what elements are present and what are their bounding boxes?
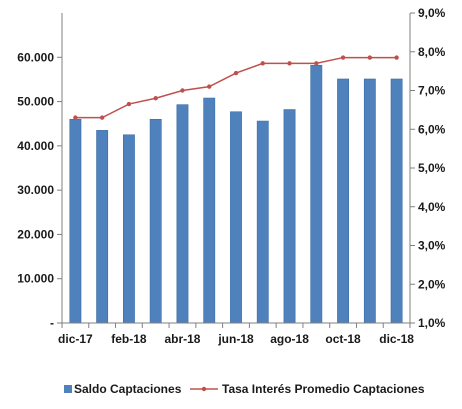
bar-nov-18	[363, 78, 376, 324]
line-point-jul-18	[260, 61, 265, 66]
legend-label-tasa-interes: Tasa Interés Promedio Captaciones	[222, 382, 425, 396]
x-axis-tick-label: oct-18	[325, 332, 361, 346]
right-axis-tick-label: 4,0%	[418, 200, 446, 214]
x-axis-tick-label: feb-18	[111, 332, 147, 346]
bar-may-18	[203, 97, 216, 324]
bar-mar-18	[149, 118, 162, 324]
x-axis-tick-label: dic-18	[379, 332, 414, 346]
line-point-nov-18	[367, 55, 373, 60]
bar-series-saldo-captaciones	[69, 64, 403, 324]
right-axis-tick-label: 9,0%	[418, 6, 446, 20]
line-point-may-18	[207, 84, 212, 89]
x-axis-tick-label: dic-17	[58, 332, 93, 346]
bar-dic-18	[390, 78, 403, 324]
line-point-oct-18	[340, 55, 346, 60]
right-axis-tick-label: 1,0%	[418, 316, 446, 330]
bar-ago-18	[283, 109, 296, 324]
left-axis-tick-label: 50.000	[17, 95, 54, 109]
right-axis-tick-label: 6,0%	[418, 122, 446, 136]
right-axis-tick-label: 5,0%	[418, 161, 446, 175]
line-point-dic-17	[73, 115, 78, 120]
bar-jun-18	[230, 111, 242, 324]
legend-label-saldo-captaciones: Saldo Captaciones	[74, 382, 182, 396]
bar-sep-18	[310, 64, 323, 324]
line-point-abr-18	[180, 88, 185, 93]
bar-abr-18	[176, 104, 189, 324]
bar-ene-18	[96, 130, 109, 324]
left-y-axis: - 10.000 20.000 30.000 40.000 50.000 60.000	[17, 13, 63, 330]
x-axis: dic-17 feb-18 abr-18 jun-18 ago-18 oct-18 dic-…	[58, 322, 414, 346]
line-point-mar-18	[153, 96, 158, 101]
line-point-ene-18	[99, 115, 105, 120]
line-series-tasa-interes	[73, 55, 399, 120]
line-point-dic-18	[394, 55, 399, 60]
legend-swatch-saldo-captaciones	[64, 385, 72, 393]
left-axis-tick-label: 40.000	[17, 139, 54, 153]
x-axis-tick-label: jun-18	[217, 332, 254, 346]
right-y-axis: 1,0% 2,0% 3,0% 4,0% 5,0% 6,0% 7,0% 8,0% 9,0%	[409, 6, 446, 330]
bar-jul-18	[256, 120, 269, 324]
x-axis-tick-label: ago-18	[270, 332, 309, 346]
legend: Saldo Captaciones Tasa Interés Promedio …	[64, 382, 425, 396]
right-axis-tick-label: 3,0%	[418, 239, 446, 253]
line-point-feb-18	[126, 101, 132, 107]
right-axis-tick-label: 8,0%	[418, 45, 446, 59]
line-point-ago-18	[287, 61, 292, 66]
right-axis-tick-label: 2,0%	[418, 277, 446, 291]
x-axis-tick-label: abr-18	[164, 332, 200, 346]
bar-dic-17	[69, 118, 82, 324]
legend-marker-tasa-interes	[201, 386, 207, 392]
left-axis-tick-label: -	[50, 316, 54, 330]
left-axis-tick-label: 10.000	[17, 272, 54, 286]
left-axis-tick-label: 60.000	[17, 50, 54, 64]
line-point-sep-18	[314, 61, 319, 66]
left-axis-tick-label: 20.000	[17, 227, 54, 241]
right-axis-tick-label: 7,0%	[418, 84, 446, 98]
bar-feb-18	[123, 134, 135, 324]
line-point-jun-18	[233, 70, 239, 76]
left-axis-tick-label: 30.000	[17, 183, 54, 197]
bar-oct-18	[337, 78, 349, 324]
